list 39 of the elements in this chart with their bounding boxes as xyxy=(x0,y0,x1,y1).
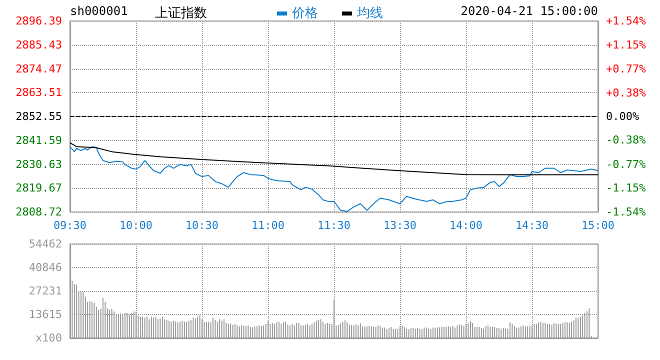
y-tick-label: x100 xyxy=(36,332,62,344)
y-tick-label: 2808.72 xyxy=(16,206,62,218)
y2-tick-label: -1.15% xyxy=(606,181,646,194)
y-tick-label: 2896.39 xyxy=(16,14,62,28)
x-tick-label: 14:30 xyxy=(515,219,549,232)
y2-tick-label: +1.15% xyxy=(606,38,646,52)
y-tick-label: 13615 xyxy=(28,308,62,321)
x-tick-label: 11:00 xyxy=(251,219,285,232)
legend-label: 价格 xyxy=(291,6,318,21)
x-tick-label: 10:00 xyxy=(119,219,153,232)
y-tick-label: 27231 xyxy=(28,284,62,298)
y-tick-label: 2885.43 xyxy=(16,38,62,52)
chart-title: 上证指数 xyxy=(155,6,207,21)
line-series xyxy=(70,142,598,176)
y-tick-label: 40846 xyxy=(28,261,62,274)
y2-tick-label: -0.77% xyxy=(606,158,646,171)
y-tick-label: 54462 xyxy=(28,238,62,250)
y-tick-label: 2852.55 xyxy=(16,110,62,124)
y-tick-label: 2863.51 xyxy=(16,86,62,100)
x-tick-label: 13:30 xyxy=(383,219,417,232)
text: 2020-04-21 15:00:00 xyxy=(460,4,598,18)
x-tick-label: 14:00 xyxy=(449,219,483,232)
y-tick-label: 2819.67 xyxy=(16,182,62,195)
x-tick-label: 15:00 xyxy=(581,219,615,232)
y-tick-label: 2874.47 xyxy=(16,62,62,76)
y-tick-label: 2841.59 xyxy=(16,134,62,147)
y2-tick-label: -1.54% xyxy=(606,206,646,218)
y-tick-label: 2830.63 xyxy=(16,158,62,171)
y2-tick-label: +1.54% xyxy=(606,14,646,28)
x-tick-label: 11:30 xyxy=(317,219,351,232)
legend-label: 均线 xyxy=(356,6,383,21)
y2-tick-label: +0.77% xyxy=(606,62,646,76)
y2-tick-label: 0.00% xyxy=(606,110,640,123)
x-tick-label: 10:30 xyxy=(185,219,219,232)
y2-tick-label: +0.38% xyxy=(606,86,646,100)
y2-tick-label: -0.38% xyxy=(606,134,646,147)
x-tick-label: 09:30 xyxy=(53,219,87,232)
line-series xyxy=(70,146,598,212)
text: sh000001 xyxy=(70,4,128,18)
